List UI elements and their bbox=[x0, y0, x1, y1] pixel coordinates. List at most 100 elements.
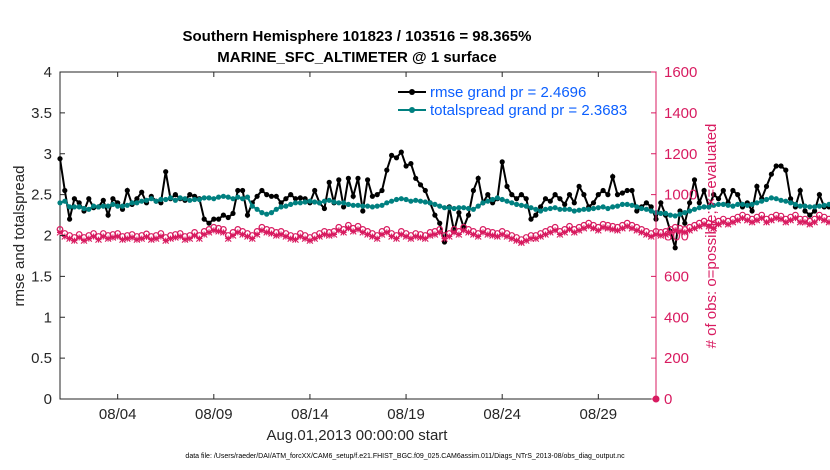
rmse-point bbox=[562, 201, 568, 207]
totalspread-point bbox=[230, 196, 236, 202]
obs-evaluated-point bbox=[820, 216, 828, 224]
y-axis-label-left: rmse and totalspread bbox=[11, 166, 28, 307]
rmse-point bbox=[398, 149, 404, 155]
totalspread-point bbox=[547, 205, 553, 212]
obs-evaluated-point bbox=[282, 233, 290, 240]
totalspread-point bbox=[206, 195, 212, 201]
rmse-point bbox=[62, 187, 68, 194]
y-tick-label-left: 4 bbox=[44, 64, 52, 81]
totalspread-point bbox=[432, 201, 438, 207]
rmse-point bbox=[504, 183, 510, 189]
obs-evaluated-point bbox=[556, 231, 564, 238]
totalspread-point bbox=[821, 202, 827, 208]
obs-evaluated-point bbox=[594, 227, 602, 234]
rmse-point bbox=[533, 212, 539, 218]
totalspread-point bbox=[552, 205, 558, 211]
rmse-point bbox=[485, 192, 491, 198]
rmse-point bbox=[110, 196, 116, 202]
totalspread-point bbox=[461, 205, 467, 211]
totalspread-point bbox=[788, 200, 794, 206]
rmse-point bbox=[408, 161, 414, 167]
obs-evaluated-point bbox=[436, 229, 444, 236]
obs-evaluated-point bbox=[272, 232, 280, 239]
obs-evaluated-point bbox=[498, 231, 506, 238]
totalspread-point bbox=[807, 204, 813, 210]
rmse-point bbox=[576, 183, 582, 189]
totalspread-point bbox=[494, 195, 500, 201]
totalspread-point bbox=[235, 194, 241, 200]
y-tick-label-left: 0 bbox=[44, 391, 52, 408]
totalspread-point bbox=[533, 206, 539, 212]
rmse-point bbox=[788, 196, 794, 202]
obs-evaluated-point bbox=[421, 235, 429, 242]
obs-evaluated-point bbox=[152, 235, 160, 242]
rmse-point bbox=[518, 192, 525, 198]
obs-evaluated-point bbox=[205, 229, 213, 236]
totalspread-point bbox=[720, 201, 726, 207]
rmse-point bbox=[259, 187, 265, 194]
totalspread-point bbox=[143, 197, 150, 203]
obs-evaluated-point bbox=[676, 228, 684, 235]
rmse-point bbox=[754, 183, 760, 189]
obs-evaluated-point bbox=[628, 224, 636, 232]
rmse-point bbox=[610, 174, 616, 180]
totalspread-point bbox=[220, 193, 226, 199]
rmse-point bbox=[336, 177, 342, 183]
obs-evaluated-point bbox=[542, 231, 549, 238]
rmse-point bbox=[720, 187, 726, 194]
totalspread-point bbox=[562, 206, 568, 212]
obs-evaluated-point bbox=[412, 233, 420, 240]
totalspread-point bbox=[826, 201, 830, 207]
obs-evaluated-point bbox=[465, 229, 472, 236]
obs-evaluated-point bbox=[772, 214, 780, 222]
totalspread-point bbox=[538, 208, 544, 214]
rmse-point bbox=[812, 208, 818, 214]
x-tick-label: 08/29 bbox=[580, 406, 618, 423]
obs-evaluated-point bbox=[80, 237, 88, 244]
totalspread-point bbox=[797, 203, 803, 209]
rmse-point bbox=[778, 163, 784, 169]
y-tick-label-left: 2 bbox=[44, 228, 52, 245]
totalspread-point bbox=[408, 198, 414, 204]
totalspread-point bbox=[571, 208, 577, 214]
obs-evaluated-point bbox=[643, 231, 650, 238]
totalspread-point bbox=[499, 196, 505, 203]
rmse-point bbox=[216, 216, 222, 222]
obs-evaluated-point bbox=[806, 220, 814, 228]
y-tick-label-right: 800 bbox=[664, 228, 689, 245]
rmse-point bbox=[393, 155, 400, 161]
obs-evaluated-point bbox=[518, 239, 525, 247]
totalspread-point bbox=[268, 210, 275, 216]
totalspread-point bbox=[802, 203, 808, 209]
obs-evaluated-point bbox=[263, 229, 271, 236]
rmse-point bbox=[648, 204, 654, 210]
rmse-point bbox=[802, 208, 808, 214]
y-tick-label-right: 1400 bbox=[664, 105, 697, 122]
totalspread-point bbox=[427, 200, 433, 206]
rmse-point bbox=[417, 182, 424, 188]
totalspread-point bbox=[739, 201, 746, 207]
obs-evaluated-point bbox=[450, 229, 458, 236]
rmse-point bbox=[413, 175, 419, 181]
legend-marker-totalspread bbox=[409, 107, 415, 113]
obs-evaluated-point bbox=[719, 218, 727, 226]
totalspread-point bbox=[139, 198, 145, 204]
totalspread-point bbox=[196, 196, 202, 203]
rmse-point bbox=[619, 190, 626, 196]
totalspread-point bbox=[624, 201, 630, 207]
rmse-point bbox=[321, 205, 327, 212]
totalspread-point bbox=[749, 201, 755, 207]
obs-evaluated-point bbox=[801, 218, 809, 226]
totalspread-point bbox=[658, 210, 664, 216]
totalspread-point bbox=[451, 205, 457, 212]
obs-evaluated-point bbox=[614, 227, 621, 234]
obs-evaluated-point bbox=[90, 233, 97, 240]
obs-evaluated-point bbox=[354, 226, 362, 233]
obs-evaluated-point bbox=[470, 231, 477, 238]
rmse-point bbox=[465, 212, 472, 218]
obs-evaluated-point bbox=[397, 231, 405, 238]
obs-evaluated-point bbox=[566, 226, 573, 233]
totalspread-point bbox=[100, 203, 106, 209]
totalspread-point bbox=[715, 201, 722, 207]
obs-evaluated-point bbox=[532, 235, 540, 242]
